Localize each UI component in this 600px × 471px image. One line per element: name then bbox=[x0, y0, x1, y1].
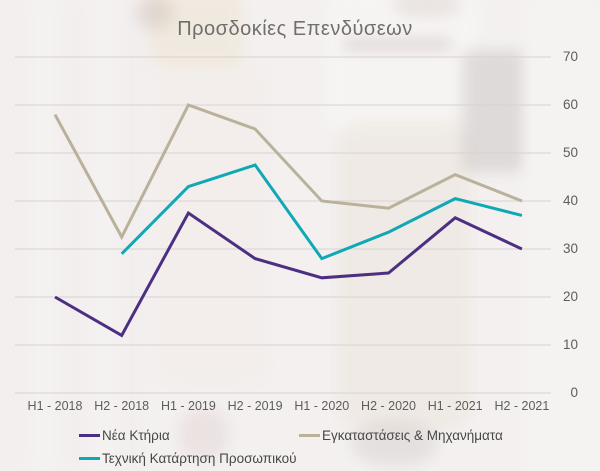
legend-dash-purple-icon bbox=[79, 433, 100, 437]
y-tick-label: 50 bbox=[562, 145, 578, 160]
x-tick-label: H1 - 2020 bbox=[294, 399, 350, 413]
y-tick-label: 60 bbox=[562, 97, 578, 112]
y-tick-label: 30 bbox=[562, 241, 578, 256]
x-tick-label: H2 - 2021 bbox=[494, 399, 550, 413]
series-line-τεχνική-κατάρτηση-προσωπικού bbox=[120, 163, 523, 261]
x-tick-label: H2 - 2018 bbox=[94, 399, 150, 413]
legend-label: Τεχνική Κατάρτηση Προσωπικού bbox=[102, 450, 297, 466]
series-line-νέα-κτήρια bbox=[54, 210, 523, 338]
x-tick-label: H2 - 2019 bbox=[227, 399, 283, 413]
legend-dash-beige-icon bbox=[299, 433, 320, 437]
y-tick-label: 70 bbox=[562, 49, 578, 64]
legend-label: Νέα Κτήρια bbox=[102, 427, 170, 443]
x-tick-label: H2 - 2020 bbox=[361, 399, 416, 413]
y-tick-label: 10 bbox=[562, 337, 578, 352]
y-tick-label: 40 bbox=[562, 193, 578, 208]
legend-item-nea-ktiria: Νέα Κτήρια bbox=[79, 427, 170, 443]
y-tick-label: 20 bbox=[562, 289, 578, 304]
legend-label: Εγκαταστάσεις & Μηχανήματα bbox=[322, 427, 503, 443]
chart-title: Προσδοκίες Επενδύσεων bbox=[177, 18, 413, 40]
legend-item-texniki-katartisi: Τεχνική Κατάρτηση Προσωπικού bbox=[79, 450, 297, 466]
x-tick-label: H1 - 2021 bbox=[427, 399, 483, 413]
series-line-εγκαταστάσεις-&-μηχανήματα bbox=[53, 103, 523, 241]
y-tick-label: 0 bbox=[570, 385, 578, 400]
legend-dash-teal-icon bbox=[79, 456, 100, 460]
legend-item-egkatastaseis: Εγκαταστάσεις & Μηχανήματα bbox=[299, 427, 503, 443]
x-tick-label: H1 - 2019 bbox=[160, 399, 216, 413]
x-tick-label: H1 - 2018 bbox=[27, 399, 83, 413]
